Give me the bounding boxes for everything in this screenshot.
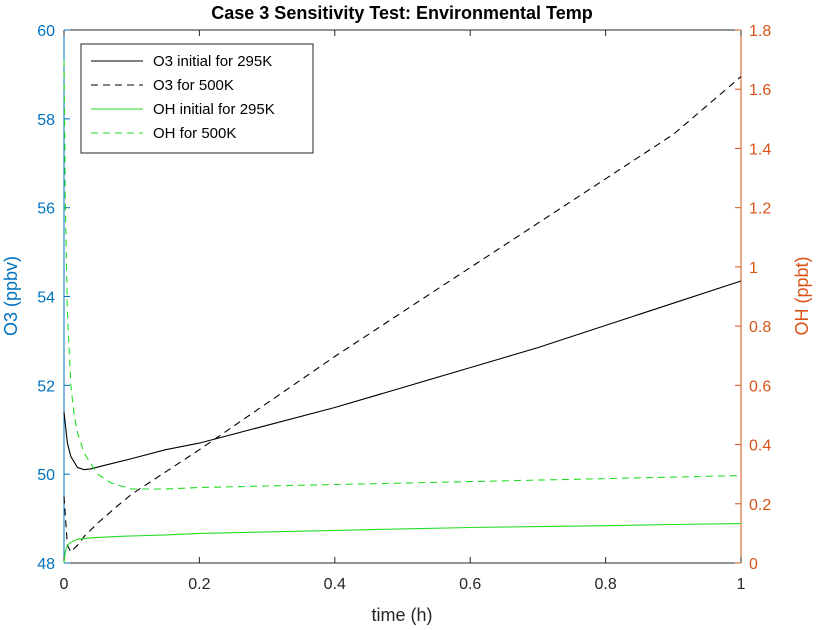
right-y-tick-label: 0.2 — [749, 497, 771, 514]
right-y-tick-label: 0.4 — [749, 438, 771, 455]
chart-title: Case 3 Sensitivity Test: Environmental T… — [211, 3, 592, 23]
right-y-tick-label: 0 — [749, 556, 758, 573]
legend-label: O3 initial for 295K — [153, 53, 272, 70]
right-y-tick-label: 1.2 — [749, 201, 771, 218]
legend: O3 initial for 295K O3 for 500K OH initial… — [80, 43, 314, 154]
series-lines — [63, 59, 742, 564]
legend-label: OH initial for 295K — [153, 101, 275, 118]
left-y-tick-label: 48 — [37, 556, 55, 573]
left-y-tick-label: 56 — [37, 201, 55, 218]
legend-label: O3 for 500K — [153, 77, 234, 94]
left-y-tick-label: 54 — [37, 290, 55, 307]
x-tick-label: 0.8 — [594, 576, 616, 593]
right-y-axis-ticks: 0 0.2 0.4 0.6 0.8 1 1.2 1.4 1.6 1.8 — [735, 23, 771, 573]
right-y-tick-label: 1.8 — [749, 23, 771, 40]
x-axis-title: time (h) — [371, 605, 432, 625]
x-axis-ticks: 0 0.2 0.4 0.6 0.8 1 — [60, 30, 746, 593]
left-y-axis-title: O3 (ppbv) — [1, 256, 21, 336]
series-line-oh-initial-for-295k — [63, 523, 742, 564]
left-y-axis-ticks: 48 50 52 54 56 58 60 — [37, 23, 70, 573]
x-tick-label: 0.4 — [324, 576, 346, 593]
legend-box — [80, 43, 314, 154]
x-tick-label: 0 — [60, 576, 69, 593]
right-y-tick-label: 1.6 — [749, 82, 771, 99]
right-y-tick-label: 0.8 — [749, 319, 771, 336]
x-tick-label: 0.6 — [459, 576, 481, 593]
right-y-tick-label: 0.6 — [749, 378, 771, 395]
left-y-tick-label: 52 — [37, 378, 55, 395]
left-y-tick-label: 50 — [37, 467, 55, 484]
left-y-tick-label: 60 — [37, 23, 55, 40]
series-line-oh-for-500k — [63, 59, 742, 490]
legend-label: OH for 500K — [153, 125, 236, 142]
right-y-tick-label: 1.4 — [749, 141, 771, 158]
series-line-o3-initial-for-295k — [63, 280, 742, 471]
x-tick-label: 0.2 — [188, 576, 210, 593]
series-line-o3-for-500k — [63, 76, 742, 553]
right-y-tick-label: 1 — [749, 260, 758, 277]
x-tick-label: 1 — [737, 576, 746, 593]
left-y-tick-label: 58 — [37, 112, 55, 129]
right-y-axis-title: OH (ppbt) — [792, 256, 812, 335]
